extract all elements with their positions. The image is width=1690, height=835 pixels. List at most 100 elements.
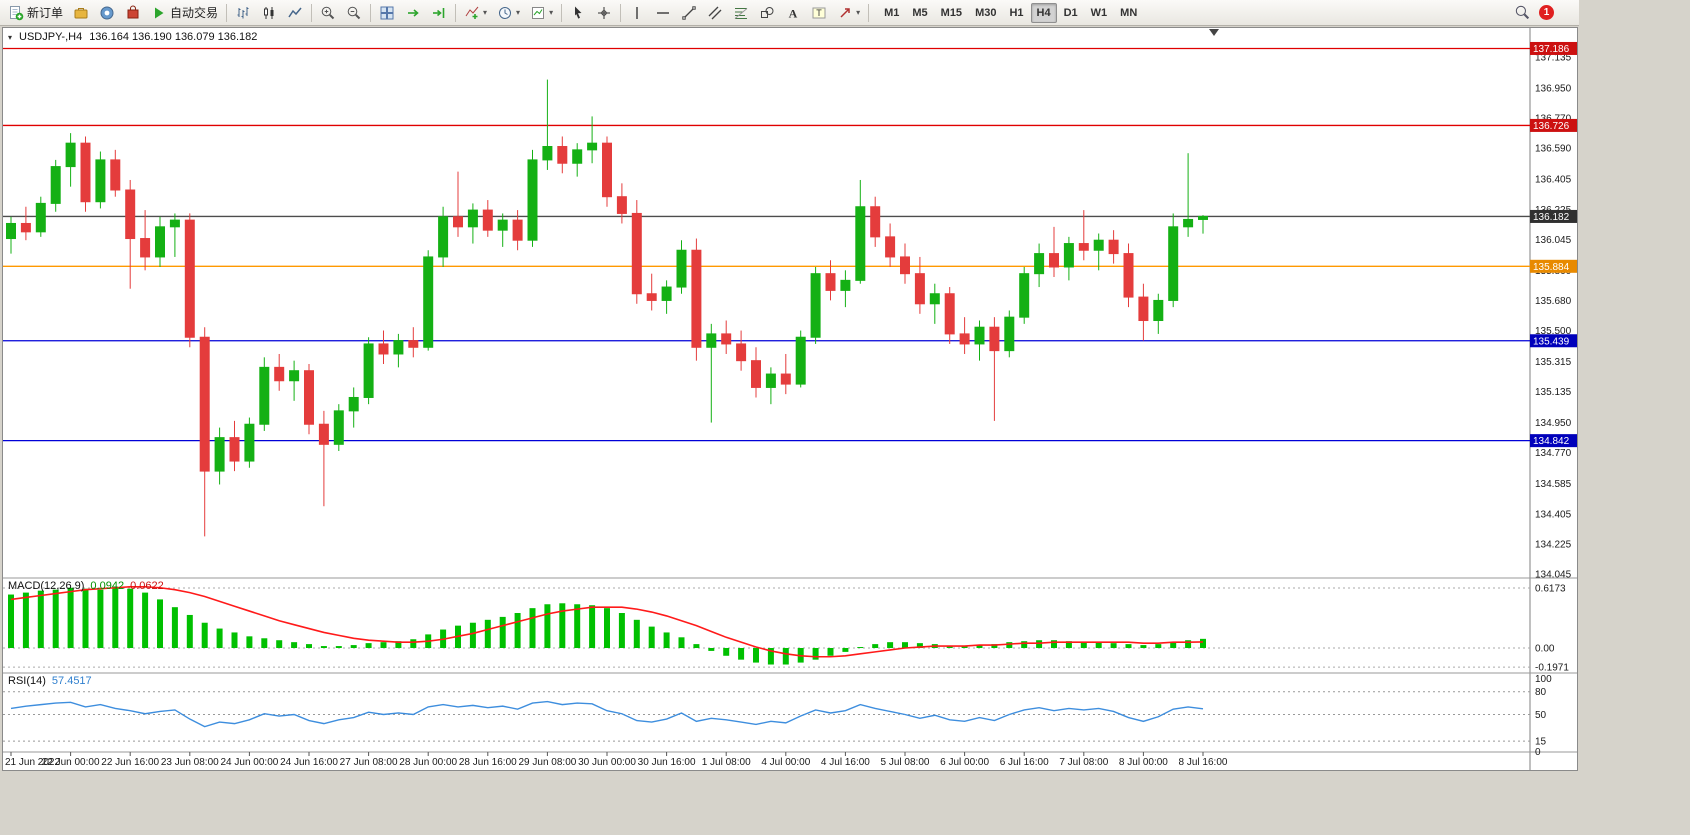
candle-body (557, 146, 568, 164)
line-chart-icon (288, 7, 302, 17)
timeframe-button-m30[interactable]: M30 (975, 6, 997, 19)
metaeditor-button[interactable] (68, 1, 94, 25)
candle-body (333, 410, 344, 445)
arrows-button[interactable]: ▾ (832, 1, 865, 25)
cursor-button[interactable] (565, 1, 591, 25)
macd-label: MACD(12,26,9) 0.0942 0.0622 (8, 580, 164, 592)
zoom-in-button[interactable] (315, 1, 341, 25)
time-axis-label: 24 Jun 00:00 (220, 757, 278, 768)
text-button[interactable]: A (780, 1, 806, 25)
candle-body (929, 293, 940, 305)
periods-button[interactable]: ▾ (492, 1, 525, 25)
auto-scroll-button[interactable] (400, 1, 426, 25)
price-badge-label: 136.182 (1533, 212, 1570, 223)
line-chart-button[interactable] (282, 1, 308, 25)
price-axis-label: 136.405 (1535, 175, 1572, 186)
autotrading-button[interactable]: 自动交易 (146, 1, 223, 25)
macd-histogram-bar (887, 642, 894, 648)
macd-histogram-bar (1065, 641, 1072, 648)
timeframe-button-m15[interactable]: M15 (940, 6, 963, 19)
bar-chart-button[interactable] (230, 1, 256, 25)
macd-histogram-bar (1155, 644, 1162, 648)
macd-histogram-bar (514, 613, 521, 648)
macd-histogram-bar (410, 639, 417, 648)
chart-window: 137.135136.950136.770136.590136.405136.2… (2, 27, 1578, 771)
timeframe-button-mn[interactable]: MN (1120, 6, 1138, 19)
rsi-label: RSI(14) 57.4517 (8, 675, 92, 687)
price-badge (1530, 434, 1577, 448)
new-order-icon (10, 5, 24, 20)
timeframe-button-m5[interactable]: M5 (912, 6, 928, 19)
time-axis-label: 30 Jun 00:00 (578, 757, 636, 768)
time-axis-label: 21 Jun 2022 (5, 757, 60, 768)
zoom-out-button[interactable] (341, 1, 367, 25)
time-axis-label: 30 Jun 16:00 (638, 757, 696, 768)
chart-shift-button[interactable] (426, 1, 452, 25)
price-badge-label: 137.186 (1533, 44, 1570, 55)
candle-body (259, 366, 270, 425)
macd-histogram-bar (976, 645, 983, 648)
indicators-button[interactable]: ▾ (459, 1, 492, 25)
candle-body (676, 249, 687, 288)
tile-windows-button[interactable] (374, 1, 400, 25)
macd-histogram-bar (782, 648, 789, 665)
candle-body (20, 222, 31, 233)
macd-histogram-bar (22, 592, 29, 648)
templates-button[interactable]: ▾ (525, 1, 558, 25)
macd-histogram-bar (1110, 643, 1117, 648)
price-axis-label: 136.950 (1535, 83, 1572, 94)
channel-button[interactable] (702, 1, 728, 25)
candle-body (959, 333, 970, 345)
candle-body (1049, 253, 1059, 268)
timeframe-button-w1[interactable]: W1 (1090, 6, 1108, 19)
macd-axis-label: -0.1971 (1535, 663, 1569, 674)
macd-histogram-bar (1036, 640, 1043, 648)
time-axis-label: 4 Jul 00:00 (761, 757, 810, 768)
time-axis-label: 4 Jul 16:00 (821, 757, 870, 768)
macd-histogram-bar (201, 622, 208, 648)
dropdown-caret-icon: ▾ (483, 7, 488, 17)
candle-body (602, 142, 612, 198)
timeframe-button-d1[interactable]: D1 (1063, 6, 1078, 19)
timeframe-button-h1[interactable]: H1 (1009, 6, 1024, 19)
candle-body (6, 222, 16, 240)
chart-menu-icon[interactable]: ▾ (8, 32, 13, 42)
price-badge-label: 135.884 (1533, 262, 1570, 273)
price-axis-label: 135.500 (1535, 326, 1572, 337)
candle-body (780, 373, 791, 385)
new-order-button[interactable]: 新订单 (3, 1, 68, 25)
macd-histogram-bar (723, 648, 730, 656)
candle-body (661, 286, 672, 301)
candle-body (229, 437, 240, 462)
chart-canvas: 137.135136.950136.770136.590136.405136.2… (3, 28, 1577, 770)
macd-histogram-bar (916, 643, 923, 648)
candle-body (795, 336, 806, 385)
candle-body (318, 423, 329, 445)
macd-histogram-bar (186, 614, 193, 648)
macd-histogram-bar (67, 587, 74, 648)
price-badge (1530, 259, 1577, 273)
community-button[interactable] (94, 1, 120, 25)
candle-body (378, 343, 389, 355)
rsi-axis-label: 50 (1535, 710, 1547, 721)
trendline-button[interactable] (676, 1, 702, 25)
horizontal-line-button[interactable] (650, 1, 676, 25)
notification-badge[interactable]: 1 (1539, 5, 1554, 20)
fibonacci-button[interactable] (728, 1, 754, 25)
candle-body (721, 333, 732, 345)
crosshair-button[interactable] (591, 1, 617, 25)
candle-body (751, 360, 761, 388)
macd-histogram-bar (1080, 642, 1087, 648)
candle-body (125, 189, 136, 240)
vertical-line-button[interactable] (624, 1, 650, 25)
candlestick-button[interactable] (256, 1, 282, 25)
timeframe-button-m1[interactable]: M1 (884, 6, 900, 19)
market-button[interactable] (120, 1, 146, 25)
text-label-button[interactable]: T (806, 1, 832, 25)
auto-scroll-icon (408, 8, 419, 17)
macd-histogram-bar (1185, 640, 1192, 648)
timeframe-button-h4[interactable]: H4 (1030, 2, 1057, 23)
search-icon[interactable] (1514, 4, 1531, 21)
shapes-button[interactable] (754, 1, 780, 25)
macd-histogram-bar (395, 641, 402, 648)
